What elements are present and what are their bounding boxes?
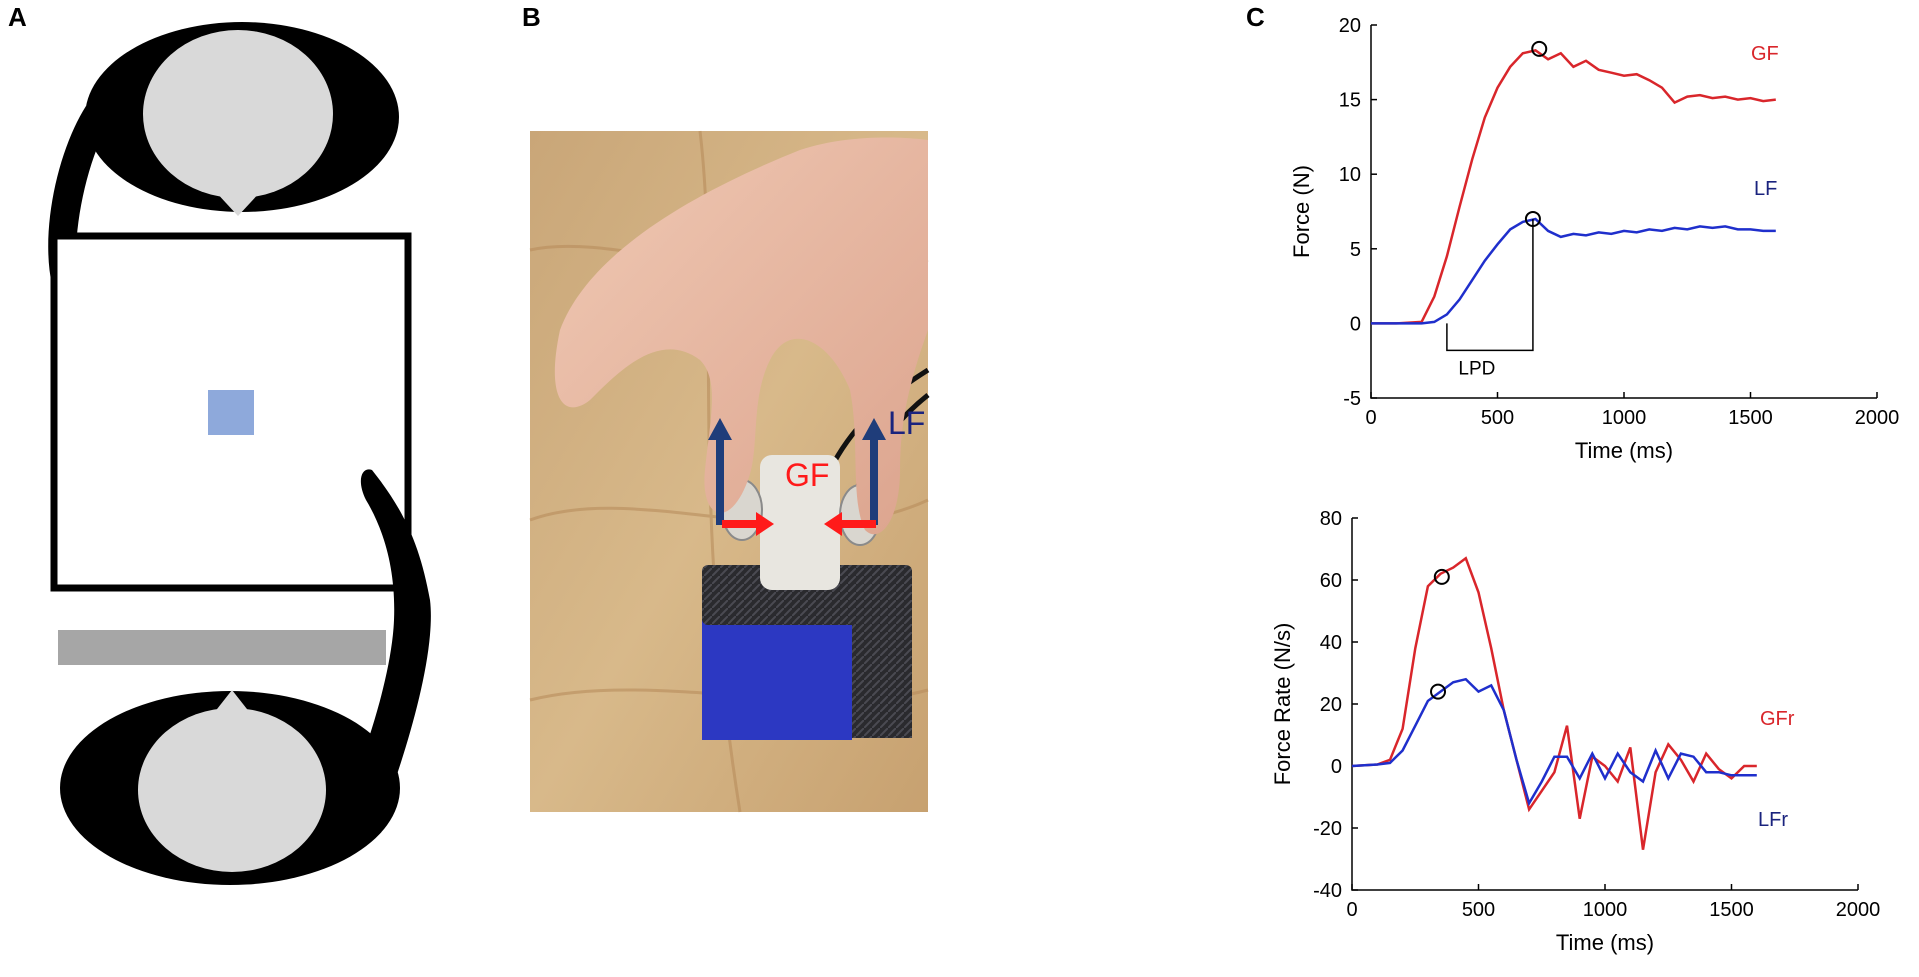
device-carbon-side: [852, 600, 912, 738]
lfr-peak-marker: [1430, 683, 1447, 700]
lpd-label: LPD: [1458, 358, 1495, 379]
y-tick-label: 10: [1339, 164, 1361, 186]
y-tick-label: -20: [1313, 818, 1342, 840]
y-tick-label: -40: [1313, 880, 1342, 902]
y-tick-label: 80: [1320, 508, 1342, 530]
lf-arrow-right: [862, 418, 886, 525]
gfr-series-label: GFr: [1760, 708, 1795, 730]
x-tick-label: 500: [1481, 407, 1514, 429]
y-tick-label: 20: [1320, 694, 1342, 716]
target-square: [208, 390, 254, 435]
x-tick-label: 2000: [1855, 407, 1900, 429]
x-tick-label: 0: [1365, 407, 1376, 429]
hand: [554, 137, 928, 535]
lf-arrow-left: [708, 418, 732, 525]
gf-arrow-right: [824, 512, 876, 536]
force-rate-chart-x-label: Time (ms): [1556, 930, 1654, 955]
gf-arrow-left: [722, 512, 774, 536]
force-rate-chart-y-label: Force Rate (N/s): [1270, 623, 1295, 786]
y-tick-label: 0: [1350, 313, 1361, 335]
y-tick-label: 15: [1339, 90, 1361, 112]
force-chart-y-label: Force (N): [1289, 165, 1314, 258]
top-subject-arm: [48, 106, 110, 433]
bottom-subject-nose: [210, 690, 254, 718]
y-tick-label: -5: [1343, 388, 1361, 410]
x-tick-label: 1000: [1602, 407, 1647, 429]
y-tick-label: 60: [1320, 570, 1342, 592]
gfr-series-line: [1351, 556, 1757, 850]
lf-label-photo: LF: [888, 405, 925, 441]
lf-series-label: LF: [1754, 178, 1777, 200]
x-tick-label: 1000: [1583, 899, 1628, 921]
y-tick-label: 20: [1339, 15, 1361, 37]
x-tick-label: 500: [1462, 899, 1495, 921]
panel-a-schematic: [48, 22, 431, 885]
y-tick-label: 0: [1331, 756, 1342, 778]
gf-peak-marker: [1531, 40, 1548, 57]
x-tick-label: 1500: [1709, 899, 1754, 921]
handle-body: [760, 455, 840, 590]
gf-series-line: [1371, 49, 1776, 325]
x-tick-label: 2000: [1836, 899, 1881, 921]
gray-bar: [58, 630, 386, 665]
top-subject-nose: [214, 190, 262, 216]
lf-series-line: [1371, 217, 1776, 325]
panel-label-a: A: [8, 2, 27, 32]
bottom-subject-head: [138, 708, 326, 872]
y-tick-label: 5: [1350, 239, 1361, 261]
force-rate-chart: 0 500 1000 1500 2000 -40 -20 0 20 40 60 80 GFr LFr…: [1270, 508, 1880, 955]
gf-label-photo: GF: [785, 457, 829, 493]
y-tick-label: 40: [1320, 632, 1342, 654]
panel-label-c: C: [1246, 2, 1265, 32]
force-chart-x-label: Time (ms): [1575, 438, 1673, 463]
lpd-bracket: [1446, 218, 1534, 352]
panel-b-photo: LF GF: [529, 130, 930, 813]
lfr-series-label: LFr: [1758, 809, 1788, 831]
gfr-peak-marker: [1433, 568, 1450, 585]
x-tick-label: 0: [1346, 899, 1357, 921]
panel-label-b: B: [522, 2, 541, 32]
bottom-subject-arm: [350, 469, 431, 800]
force-rate-chart-axes: [1351, 518, 1858, 891]
gf-series-label: GF: [1751, 43, 1779, 65]
top-subject-head: [143, 30, 333, 198]
x-tick-label: 1500: [1728, 407, 1773, 429]
lfr-series-line: [1351, 677, 1757, 807]
